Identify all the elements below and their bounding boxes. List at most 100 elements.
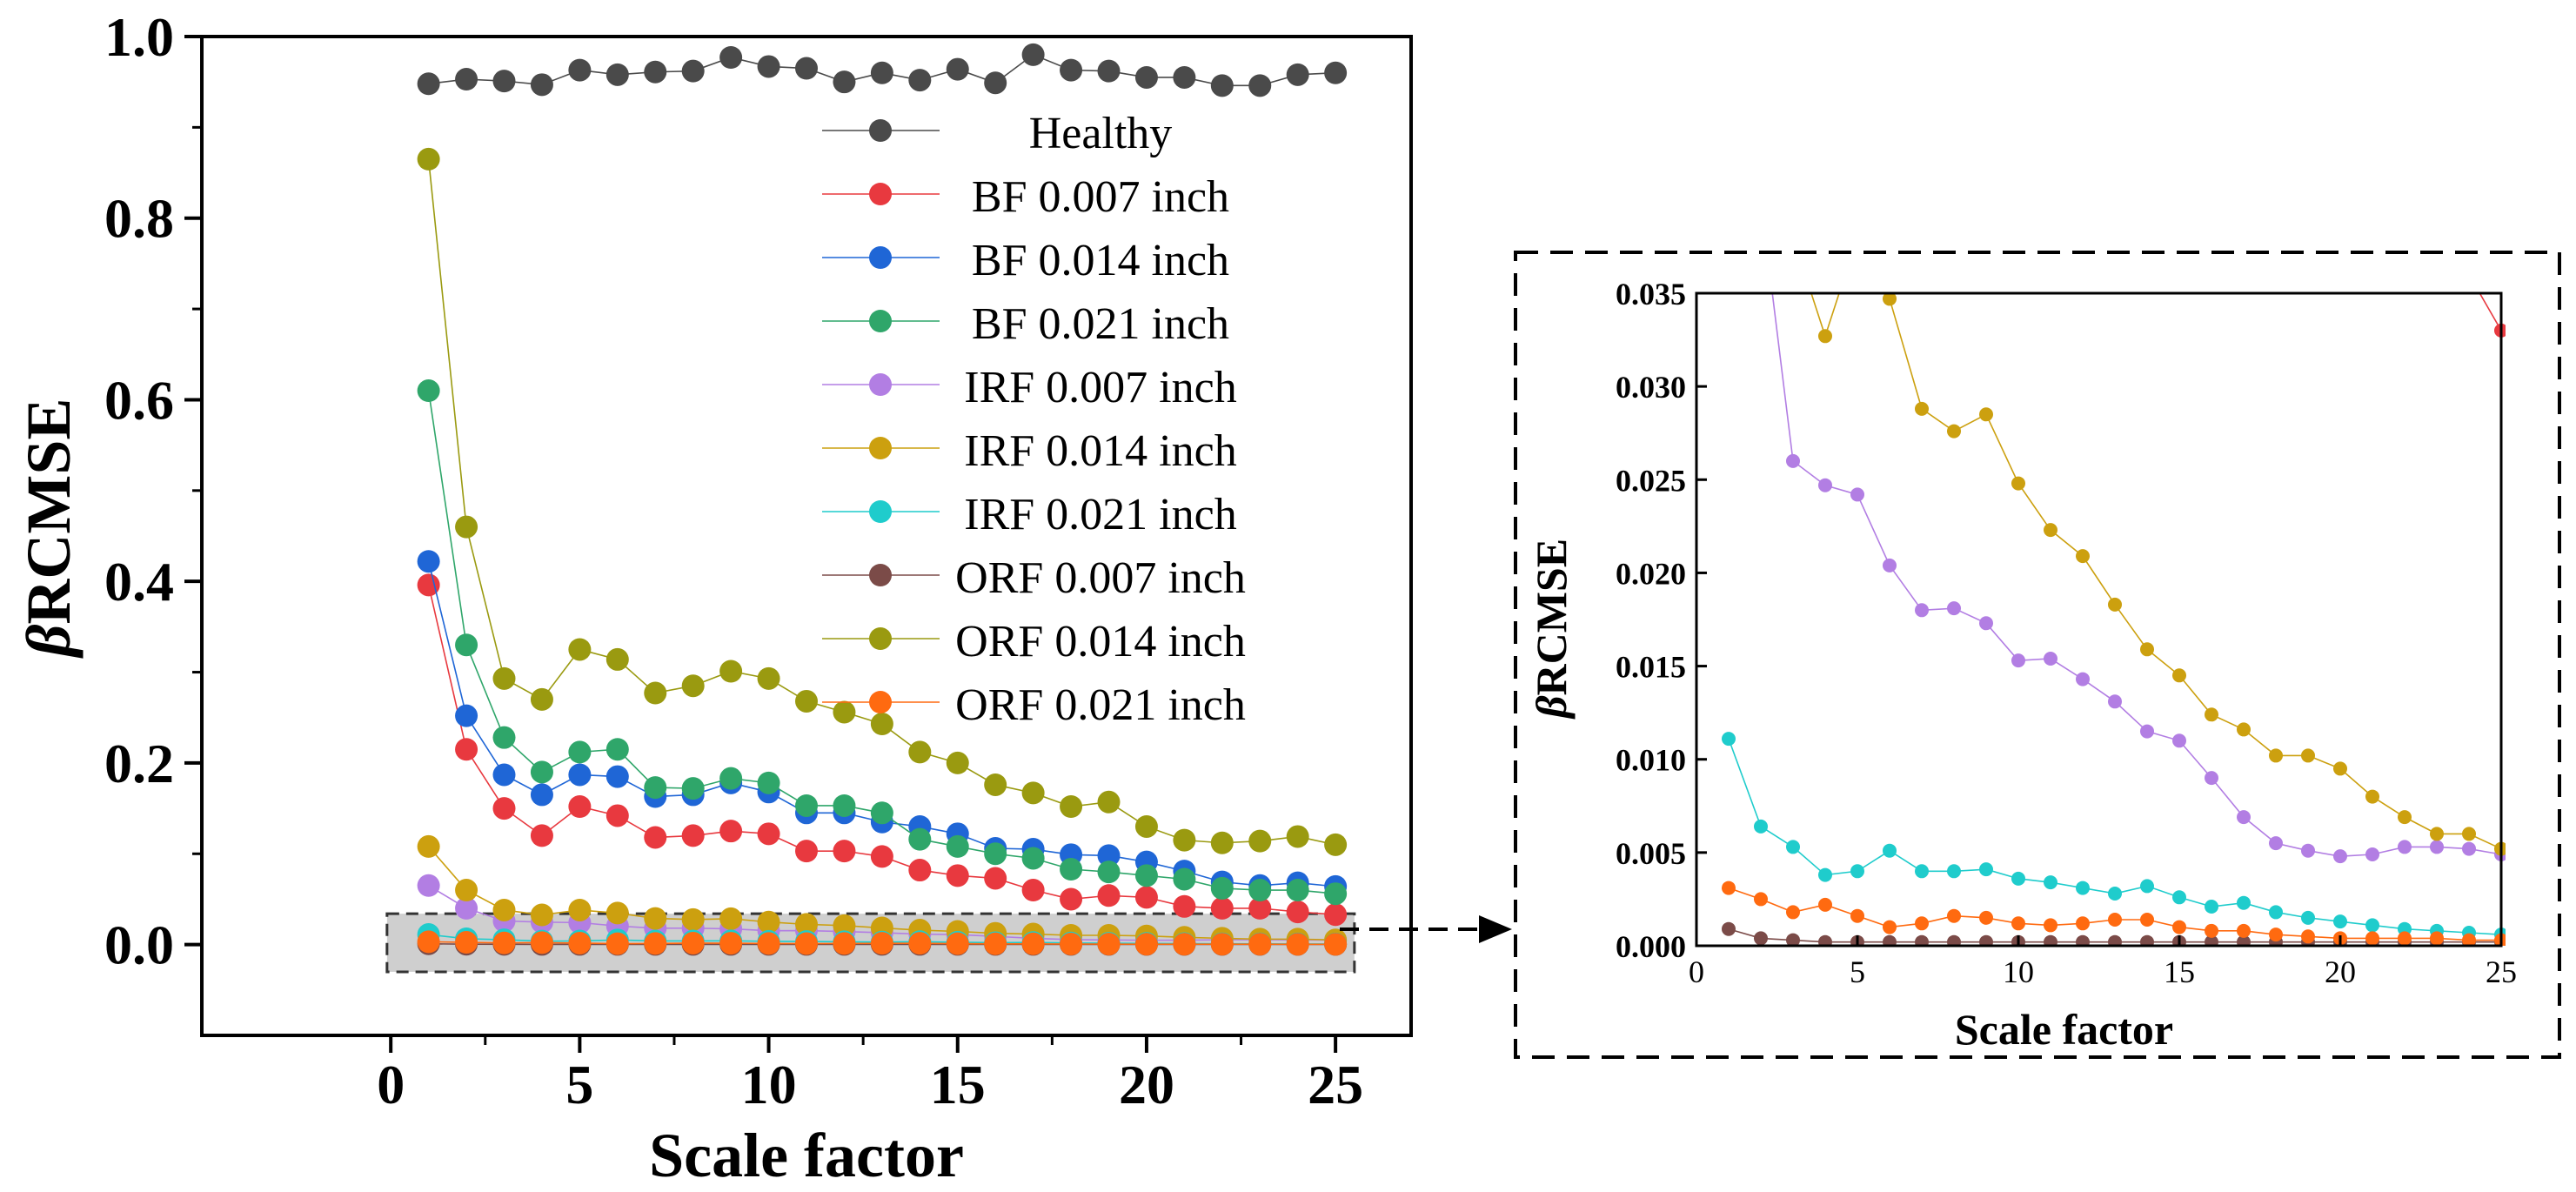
zoom-data-point-orf-0-021-inch [1979,910,1993,925]
zoom-y-tick-label: 0.005 [1616,836,1686,871]
zoom-data-point-orf-0-021-inch [2172,920,2186,934]
zoom-y-axis-label-text: RCMSE [1527,539,1576,696]
data-point-bf-0-007-inch [1210,896,1234,920]
legend-label-bf-0-014-inch: BF 0.014 inch [972,236,1229,285]
zoom-x-tick-label: 20 [2325,954,2356,989]
data-point-bf-0-021-inch [795,794,818,817]
data-point-irf-0-014-inch [492,898,516,921]
data-point-orf-0-014-inch [1021,781,1045,805]
zoom-data-point-irf-0-007-inch [1947,601,1961,616]
data-point-bf-0-021-inch [1173,867,1196,891]
data-point-orf-0-014-inch [1286,825,1309,848]
data-point-orf-0-021-inch [719,932,743,955]
zoom-data-point-irf-0-014-inch [2398,810,2412,825]
data-point-bf-0-007-inch [417,573,440,597]
legend-marker-irf-0-021-inch [869,500,892,523]
legend-marker-healthy [869,119,892,142]
legend-label-irf-0-014-inch: IRF 0.014 inch [964,426,1236,476]
data-point-orf-0-021-inch [946,932,969,955]
data-point-healthy [1060,58,1083,82]
data-point-bf-0-007-inch [1021,879,1045,902]
data-point-orf-0-014-inch [1097,790,1121,814]
y-tick-label: 0.4 [104,551,174,613]
zoom-data-point-orf-0-021-inch [2011,916,2025,931]
data-point-healthy [644,60,667,84]
zoom-data-point-irf-0-014-inch [2237,722,2251,737]
data-point-bf-0-007-inch [833,840,856,863]
data-point-bf-0-021-inch [1210,876,1234,900]
zoom-data-point-irf-0-014-inch [1818,329,1832,344]
data-point-irf-0-014-inch [530,903,553,927]
zoom-data-point-orf-0-007-inch [2044,934,2057,946]
zoom-series-line-irf-0-014-inch [1810,293,2502,850]
zoom-data-point-irf-0-007-inch [2269,836,2283,851]
data-point-irf-0-007-inch [417,874,440,897]
data-point-healthy [530,73,553,97]
legend-marker-irf-0-007-inch [869,373,892,396]
data-point-orf-0-021-inch [1248,933,1272,956]
zoom-x-tick-label: 25 [2486,954,2517,989]
data-point-orf-0-014-inch [530,687,553,711]
data-point-orf-0-021-inch [757,932,780,955]
zoom-data-point-orf-0-021-inch [1883,920,1897,934]
legend-label-bf-0-021-inch: BF 0.021 inch [972,299,1229,349]
zoom-data-point-irf-0-021-inch [2269,905,2283,920]
zoom-data-point-irf-0-021-inch [1915,864,1929,879]
zoom-data-point-irf-0-007-inch [2462,841,2476,856]
zoom-data-point-bf-0-007-inch [2462,268,2476,282]
data-point-bf-0-021-inch [1324,882,1348,906]
zoom-data-point-irf-0-007-inch [2365,847,2379,861]
zoom-data-point-irf-0-021-inch [1883,843,1897,858]
zoom-data-point-orf-0-007-inch [2140,934,2154,946]
data-point-bf-0-021-inch [1060,858,1083,881]
y-tick-label: 0.6 [104,369,174,431]
zoom-x-tick-label: 15 [2164,954,2195,989]
data-point-orf-0-014-inch [984,773,1007,796]
data-point-bf-0-007-inch [530,824,553,847]
data-point-orf-0-014-inch [870,713,893,736]
data-point-bf-0-014-inch [530,783,553,807]
data-point-healthy [1134,65,1158,89]
data-point-bf-0-021-inch [984,842,1007,866]
zoom-data-point-irf-0-007-inch [1786,453,1800,468]
zoom-data-point-irf-0-014-inch [2011,476,2025,491]
zoom-data-point-irf-0-021-inch [1850,864,1864,879]
data-point-orf-0-021-inch [1134,933,1158,956]
zoom-data-point-irf-0-021-inch [2172,890,2186,905]
legend-label-orf-0-007-inch: ORF 0.007 inch [955,553,1246,603]
data-point-bf-0-007-inch [1060,887,1083,911]
data-point-orf-0-014-inch [455,515,478,539]
zoom-data-point-orf-0-021-inch [2398,931,2412,946]
zoom-series-line-bf-0-007-inch [2479,293,2502,331]
zoom-data-point-irf-0-014-inch [2108,597,2122,612]
data-point-bf-0-007-inch [644,826,667,849]
data-point-healthy [1324,61,1348,84]
legend-marker-bf-0-014-inch [869,246,892,269]
plot-frame [200,35,1413,1037]
data-point-orf-0-014-inch [719,660,743,683]
legend-label-irf-0-007-inch: IRF 0.007 inch [964,363,1236,412]
zoom-data-point-irf-0-014-inch [1915,401,1929,416]
x-tick-label: 0 [377,1054,405,1115]
zoom-data-point-orf-0-007-inch [1915,934,1929,946]
y-tick-label: 0.2 [104,733,174,794]
data-point-bf-0-007-inch [1248,896,1272,920]
zoom-data-point-orf-0-021-inch [1947,908,1961,923]
data-point-orf-0-021-inch [417,930,440,954]
zoom-data-point-orf-0-007-inch [2237,934,2251,946]
data-point-bf-0-021-inch [606,738,629,761]
zoom-data-point-irf-0-014-inch [1850,231,1864,244]
zoom-data-point-orf-0-007-inch [1947,934,1961,946]
data-point-orf-0-014-inch [492,666,516,690]
data-point-irf-0-014-inch [833,914,856,937]
zoom-data-point-orf-0-007-inch [2108,934,2122,946]
data-point-bf-0-014-inch [1097,844,1121,867]
data-point-orf-0-014-inch [644,681,667,705]
zoom-data-point-bf-0-007-inch [2398,193,2412,207]
zoom-y-tick-label: 0.020 [1616,556,1686,591]
zoom-data-point-orf-0-021-inch [2205,923,2218,938]
data-point-orf-0-014-inch [1210,831,1234,854]
data-point-orf-0-014-inch [681,674,705,698]
data-point-bf-0-021-inch [1021,847,1045,870]
zoom-data-point-orf-0-021-inch [2462,933,2476,946]
